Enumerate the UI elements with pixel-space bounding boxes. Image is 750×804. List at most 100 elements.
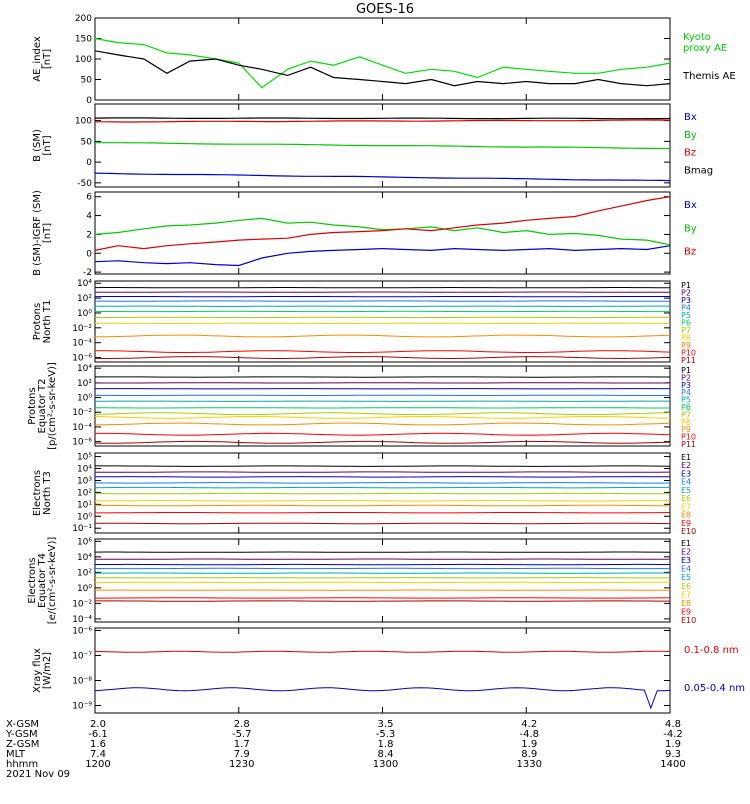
series-line-P8 [95,417,670,419]
series-line-E1 [95,466,670,467]
y-tick-label: 6 [86,193,92,203]
panel-elec-t4 [95,539,670,622]
series-line-P10 [95,351,670,353]
x-axis-value: 1200 [85,759,110,770]
chart-title: GOES-16 [356,2,414,17]
legend-entry: proxy AE [683,43,727,54]
series-line-3 [95,173,670,181]
panel-frame [95,18,670,100]
y-tick-label: 10⁰ [77,512,92,522]
series-line-E4 [95,483,670,484]
panel-prot-t1 [95,281,670,362]
y-tick-label: 10⁴ [77,364,92,374]
series-line-0 [95,218,670,244]
legend-entry: Bmag [684,165,713,176]
x-axis-row-label: 2021 Nov 09 [6,769,70,780]
legend-entry: Bz [684,148,696,159]
y-tick-label: 0 [86,96,92,106]
y-tick-label: 0 [86,158,92,168]
y-tick-label: 10⁻⁹ [72,702,92,712]
legend-entry: P11 [681,356,696,365]
y-tick-label: 150 [75,35,92,45]
series-line-E3 [95,477,670,478]
y-tick-label: 10¹ [77,500,92,510]
y-tick-label: 10⁻² [72,324,92,334]
series-line-E5 [95,487,670,488]
legend-entry: Kyoto [683,32,711,43]
y-tick-label: 50 [81,76,93,86]
series-line-1 [95,120,670,122]
series-line-E8 [95,505,670,506]
y-tick-label: -50 [77,179,92,189]
panel-frame [95,539,670,622]
panel-elec-t3 [95,453,670,533]
y-tick-label: 2 [86,230,92,240]
panel-xray [95,628,670,713]
x-axis-value: 1400 [660,759,685,770]
y-tick-label: 10³ [77,476,92,486]
y-tick-label: 10⁴ [77,279,92,289]
y-tick-label: 10⁰ [77,309,92,319]
y-tick-label: 10⁻⁷ [72,652,92,662]
y-tick-label: 10⁻⁶ [72,438,92,448]
y-tick-label: 10⁻¹ [72,524,92,534]
y-tick-label: 10⁻² [72,599,92,609]
legend-entry: E10 [681,527,696,536]
panel-ae [95,18,670,100]
legend-entry: P11 [681,440,696,449]
series-line-1 [95,197,670,251]
legend-entry: By [684,223,697,234]
legend-entry: Themis AE [682,71,736,82]
y-tick-label: 4 [86,212,92,222]
panel-bdiff [95,192,670,274]
series-line-P7 [95,413,670,415]
y-tick-label: 10² [77,294,92,304]
y-tick-label: 10⁶ [77,537,92,547]
series-line-E7 [95,501,670,502]
x-axis-value: 1330 [517,759,542,770]
y-tick-label: 10² [77,379,92,389]
panel-bsm [95,104,670,187]
y-axis-label: [nT] [42,223,53,243]
legend-entry: 0.1-0.8 nm [684,645,739,656]
series-line-2 [95,246,670,266]
y-tick-label: 10⁻⁶ [72,627,92,637]
y-tick-label: 10⁻⁸ [72,677,92,687]
y-axis-label: North T1 [42,300,53,344]
y-tick-label: 10⁰ [77,584,92,594]
y-tick-label: 10² [77,568,92,578]
x-axis-value: 1230 [229,759,254,770]
legend-entry: Bx [684,200,697,211]
y-tick-label: 10⁻⁶ [72,354,92,364]
y-axis-label: [p/(cm²-s-sr-keV)] [47,362,58,450]
y-axis-label: [W/m2] [42,652,53,689]
y-tick-label: 100 [75,117,92,127]
x-axis-value: 1300 [373,759,398,770]
y-tick-label: 0 [86,249,92,259]
legend-entry: By [684,130,697,141]
y-axis-label: [e/(cm²-s-sr-keV)] [47,537,58,625]
y-axis-label: North T3 [42,471,53,515]
series-line-E10 [95,523,670,524]
y-tick-label: 10⁵ [77,453,92,463]
legend-entry: Bz [684,247,696,258]
series-line-0 [95,651,670,652]
legend-entry: E10 [681,616,696,625]
series-line-0 [95,39,670,88]
y-tick-label: 10⁻⁴ [72,423,92,433]
y-tick-label: -2 [83,268,92,278]
y-axis-label: [nT] [42,135,53,155]
panel-frame [95,192,670,274]
series-line-0 [95,118,670,119]
panel-prot-t2 [95,366,670,446]
y-tick-label: 10⁴ [77,465,92,475]
y-tick-label: 10² [77,488,92,498]
panel-frame [95,628,670,713]
legend-entry: Bx [684,112,697,123]
y-tick-label: 100 [75,55,92,65]
y-tick-label: 50 [81,137,93,147]
y-axis-label: [nT] [42,49,53,69]
y-tick-label: 10⁴ [77,553,92,563]
